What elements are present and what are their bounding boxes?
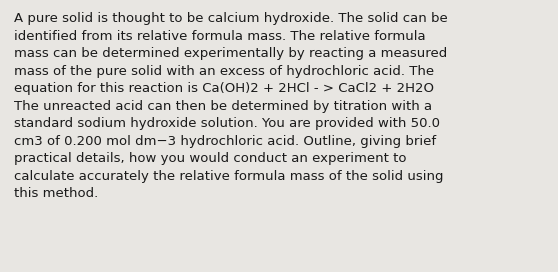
- Text: A pure solid is thought to be calcium hydroxide. The solid can be
identified fro: A pure solid is thought to be calcium hy…: [14, 12, 448, 200]
